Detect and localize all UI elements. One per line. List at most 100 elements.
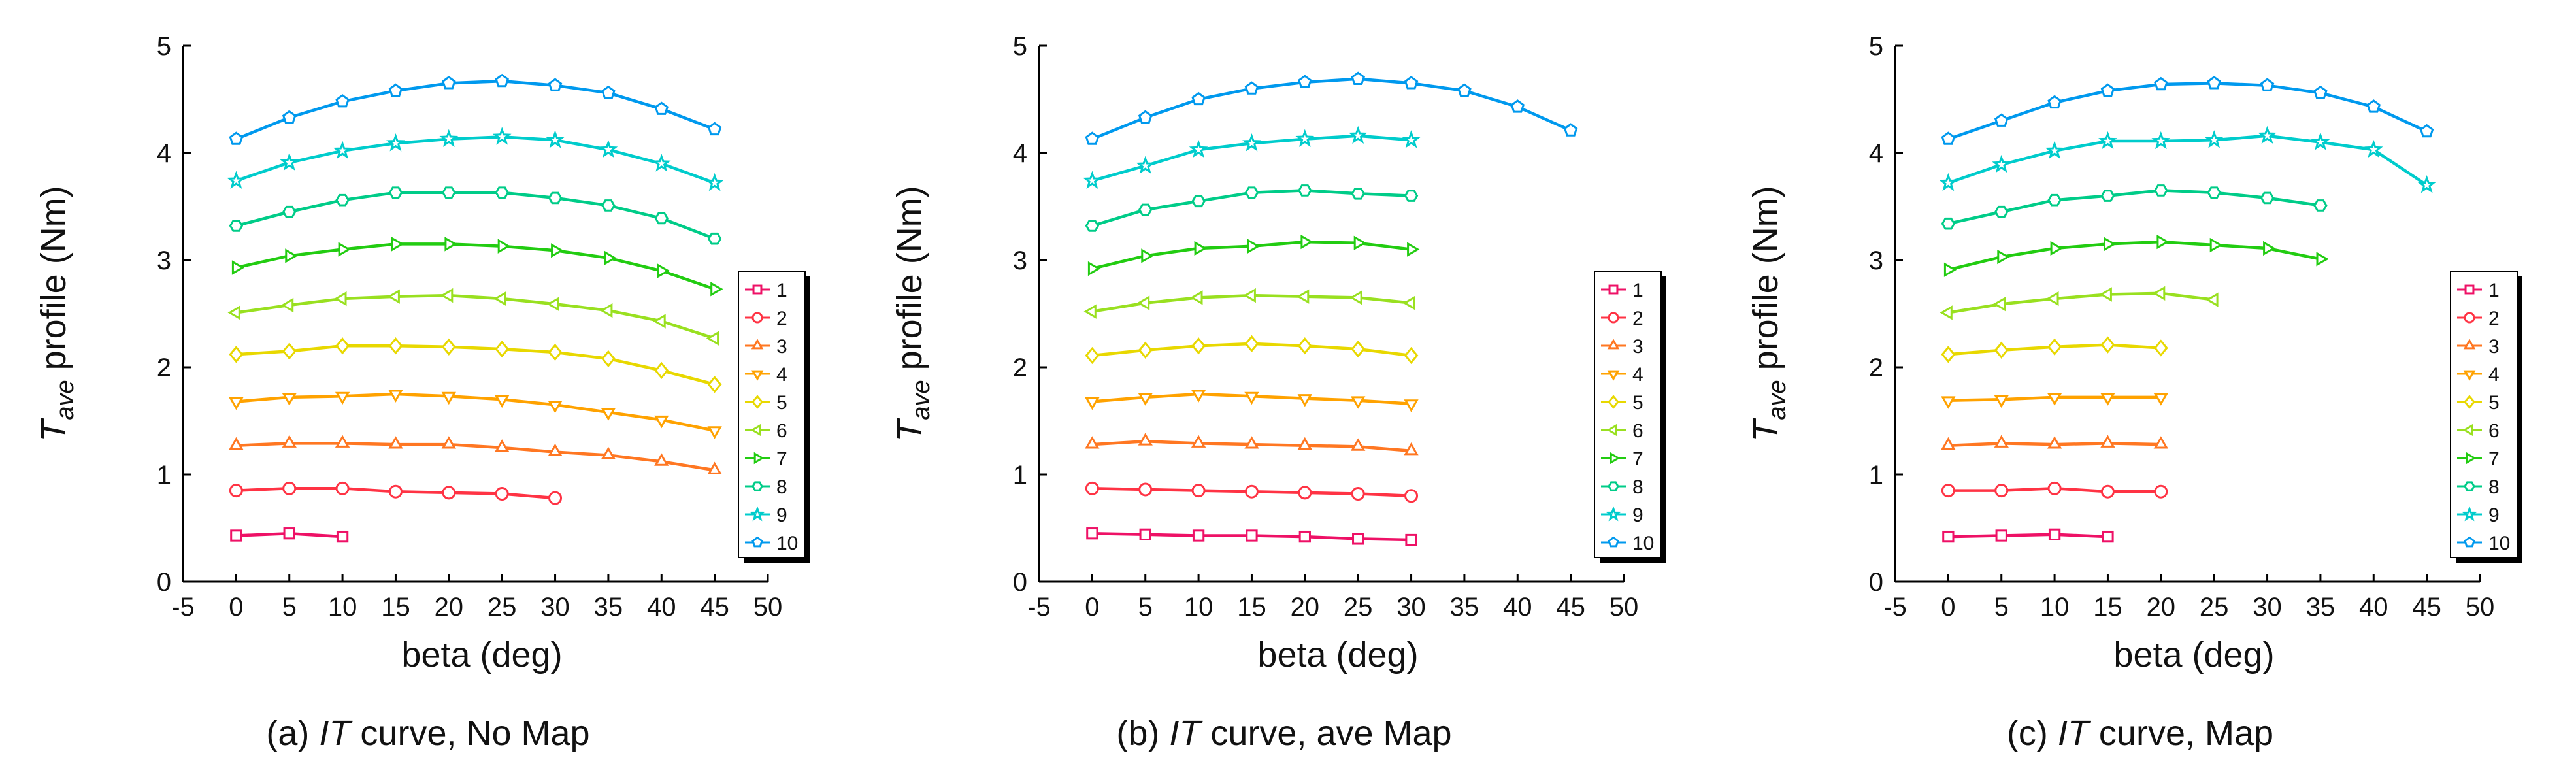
data-point-s1 bbox=[1942, 530, 1955, 543]
data-point-s3 bbox=[707, 461, 722, 474]
data-point-s10 bbox=[1510, 99, 1525, 113]
data-point-s5 bbox=[1297, 337, 1312, 355]
x-tick-label: 5 bbox=[1138, 593, 1153, 622]
data-point-s5 bbox=[707, 376, 722, 393]
legend-label-5: 5 bbox=[2488, 392, 2500, 414]
data-point-s10 bbox=[548, 78, 563, 91]
legend-label-1: 1 bbox=[776, 280, 787, 301]
legend-marker-7 bbox=[753, 452, 765, 465]
x-tick-label: 5 bbox=[282, 593, 297, 622]
data-point-s8 bbox=[229, 220, 244, 232]
legend-marker-4 bbox=[2463, 370, 2476, 381]
data-point-s10 bbox=[1563, 123, 1578, 137]
data-point-s6 bbox=[1940, 305, 1953, 320]
series-line-5 bbox=[236, 344, 716, 386]
legend-label-8: 8 bbox=[776, 476, 787, 498]
data-point-s5 bbox=[388, 337, 403, 355]
data-point-s3 bbox=[1297, 437, 1312, 450]
y-axis-label-text: profile (Nm) bbox=[34, 186, 73, 380]
data-point-s4 bbox=[1244, 391, 1259, 405]
data-point-s4 bbox=[654, 415, 669, 429]
legend-label-10: 10 bbox=[2488, 533, 2510, 554]
data-point-s1 bbox=[1352, 533, 1364, 545]
data-point-s2 bbox=[1351, 487, 1365, 501]
series-line-7 bbox=[1947, 240, 2321, 271]
data-point-s3 bbox=[1404, 442, 1419, 456]
y-axis-label-subscript: ave bbox=[908, 380, 935, 420]
y-axis-label-text: profile (Nm) bbox=[1746, 186, 1785, 380]
data-point-s3 bbox=[1941, 437, 1956, 450]
data-point-s4 bbox=[441, 391, 456, 405]
data-point-s4 bbox=[1404, 399, 1419, 412]
data-point-s7 bbox=[2263, 241, 2276, 256]
legend-marker-9 bbox=[749, 506, 766, 522]
legend-label-10: 10 bbox=[776, 533, 798, 554]
data-point-s6 bbox=[2152, 286, 2166, 301]
x-tick-label: 40 bbox=[647, 593, 676, 622]
data-point-s2 bbox=[1941, 484, 1955, 498]
legend-marker-10 bbox=[751, 536, 763, 548]
data-point-s7 bbox=[391, 237, 405, 252]
data-point-s8 bbox=[2047, 193, 2062, 207]
series-line-10 bbox=[1947, 82, 2428, 141]
data-point-s10 bbox=[1941, 131, 1956, 145]
data-point-s5 bbox=[229, 346, 244, 363]
caption-prefix: (c) bbox=[2007, 714, 2058, 753]
data-point-s3 bbox=[2153, 436, 2169, 449]
data-point-s7 bbox=[1087, 261, 1101, 276]
data-point-s8 bbox=[495, 186, 509, 199]
data-point-s7 bbox=[497, 239, 511, 254]
legend-label-5: 5 bbox=[1632, 392, 1643, 414]
y-axis-label: Tave profile (Nm) bbox=[34, 186, 79, 441]
data-point-s6 bbox=[1296, 289, 1310, 304]
data-point-s5 bbox=[1404, 346, 1419, 365]
data-point-s4 bbox=[282, 393, 297, 406]
data-point-s7 bbox=[1194, 241, 1208, 256]
legend-marker-2 bbox=[751, 312, 763, 324]
data-point-s9 bbox=[1189, 140, 1208, 158]
x-tick-label: -5 bbox=[1883, 593, 1907, 622]
legend-marker-9 bbox=[2461, 506, 2478, 522]
data-point-s6 bbox=[2046, 291, 2059, 307]
data-point-s7 bbox=[710, 282, 723, 297]
legend-marker-2 bbox=[1608, 312, 1619, 324]
x-tick-label: -5 bbox=[171, 593, 195, 622]
legend-marker-3 bbox=[1607, 339, 1620, 350]
data-point-s9 bbox=[2258, 125, 2277, 144]
panel-caption: (b) IT curve, ave Map bbox=[1116, 714, 1451, 753]
legend-box bbox=[1594, 271, 1662, 558]
data-point-s8 bbox=[1085, 220, 1100, 232]
data-point-s7 bbox=[1353, 235, 1367, 250]
legend-label-9: 9 bbox=[1632, 505, 1643, 526]
series-line-3 bbox=[236, 442, 715, 472]
data-point-s7 bbox=[1247, 239, 1261, 254]
data-point-s9 bbox=[1242, 133, 1261, 152]
panel-caption: (c) IT curve, Map bbox=[2007, 714, 2273, 753]
data-point-s5 bbox=[441, 338, 456, 356]
x-tick-label: 15 bbox=[381, 593, 410, 622]
data-point-s6 bbox=[440, 288, 454, 303]
y-tick-label: 0 bbox=[157, 568, 171, 597]
data-point-s1 bbox=[1246, 529, 1258, 542]
data-point-s10 bbox=[707, 122, 722, 136]
data-point-s8 bbox=[654, 212, 669, 225]
data-point-s2 bbox=[1994, 484, 2009, 498]
data-point-s10 bbox=[282, 110, 297, 124]
y-tick-label: 1 bbox=[1869, 461, 1883, 490]
legend-label-2: 2 bbox=[2488, 308, 2500, 329]
series-line-6 bbox=[1948, 291, 2215, 314]
data-point-s1 bbox=[1139, 528, 1151, 540]
y-axis-label-symbol: T bbox=[34, 418, 73, 442]
data-point-s10 bbox=[1298, 75, 1312, 88]
data-point-s6 bbox=[1083, 304, 1097, 319]
legend-label-7: 7 bbox=[1632, 448, 1643, 470]
data-point-s7 bbox=[1943, 262, 1957, 277]
data-point-s10 bbox=[1191, 91, 1206, 106]
data-point-s9 bbox=[599, 140, 618, 158]
data-point-s3 bbox=[601, 446, 616, 459]
x-tick-label: 10 bbox=[2040, 593, 2070, 622]
x-tick-label: 20 bbox=[2147, 593, 2176, 622]
data-point-s7 bbox=[444, 237, 457, 252]
data-point-s7 bbox=[2316, 252, 2329, 267]
data-point-s7 bbox=[338, 242, 352, 257]
